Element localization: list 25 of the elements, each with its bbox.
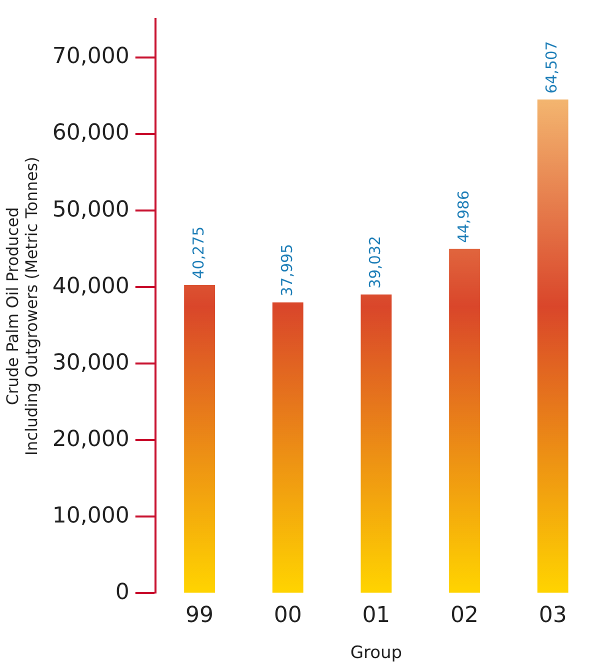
x-tick-label: 01 <box>362 603 390 628</box>
bar <box>272 302 304 593</box>
y-tick-label: 70,000 <box>52 44 130 70</box>
y-axis-title: Crude Palm Oil Produced Including Outgrowers (Metric Tonnes) <box>2 156 41 456</box>
data-label: 40,275 <box>189 226 208 279</box>
x-tick-label: 00 <box>274 603 302 628</box>
y-tick-label: 40,000 <box>52 274 130 299</box>
y-tick-label: 30,000 <box>52 350 130 376</box>
y-tick-label: 10,000 <box>52 503 130 528</box>
bar <box>360 294 392 593</box>
data-label: 39,032 <box>366 236 384 288</box>
bar <box>449 248 480 593</box>
y-tick-label: 60,000 <box>52 120 130 146</box>
bar <box>184 284 215 593</box>
data-label: 44,986 <box>454 190 472 243</box>
y-tick-label: 50,000 <box>52 197 130 222</box>
x-tick-label: 02 <box>450 603 479 628</box>
bar <box>537 100 568 593</box>
x-tick-label: 03 <box>538 603 567 628</box>
x-axis-title: Group <box>350 643 402 664</box>
y-tick-label: 20,000 <box>52 426 130 452</box>
x-tick-label: 99 <box>186 603 214 628</box>
data-label: 64,507 <box>542 41 561 94</box>
data-label: 37,995 <box>278 244 296 296</box>
y-tick-label: 0 <box>115 580 130 605</box>
